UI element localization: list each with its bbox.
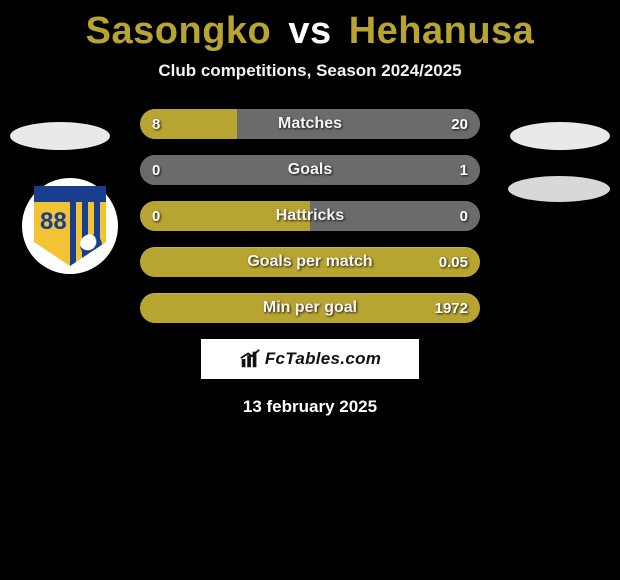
stat-label: Goals — [140, 155, 480, 185]
crest-number: 88 — [40, 208, 67, 236]
source-logo[interactable]: FcTables.com — [201, 339, 419, 379]
stat-value-left: 8 — [140, 109, 172, 139]
soccer-ball-icon — [80, 234, 102, 256]
player1-name: Sasongko — [86, 10, 272, 52]
player2-name: Hehanusa — [349, 10, 535, 52]
stat-value-right: 1972 — [423, 293, 480, 323]
subtitle: Club competitions, Season 2024/2025 — [0, 61, 620, 81]
stat-row: Goals0 1 — [140, 155, 480, 185]
stat-label: Hattricks — [140, 201, 480, 231]
stat-value-left: 0 — [140, 155, 172, 185]
chart-icon — [239, 348, 261, 370]
stat-label: Matches — [140, 109, 480, 139]
stat-row: Goals per match0.05 — [140, 247, 480, 277]
player2-club-placeholder — [508, 176, 610, 202]
stat-value-right: 0.05 — [427, 247, 480, 277]
stat-row: Min per goal1972 — [140, 293, 480, 323]
stat-row: Matches8 20 — [140, 109, 480, 139]
player1-club-crest: 88 — [22, 178, 118, 274]
generated-date: 13 february 2025 — [0, 397, 620, 417]
stat-bars: Matches820Goals01Hattricks00Goals per ma… — [140, 109, 480, 323]
stat-value-left: 0 — [140, 201, 172, 231]
comparison-title: Sasongko vs Hehanusa — [0, 10, 620, 53]
stat-value-right: 0 — [448, 201, 480, 231]
source-logo-text: FcTables.com — [265, 349, 381, 369]
vs-text: vs — [288, 10, 331, 52]
stat-row: Hattricks0 0 — [140, 201, 480, 231]
player2-photo-placeholder — [510, 122, 610, 150]
stat-value-right: 20 — [439, 109, 480, 139]
stat-value-right: 1 — [448, 155, 480, 185]
player1-photo-placeholder — [10, 122, 110, 150]
